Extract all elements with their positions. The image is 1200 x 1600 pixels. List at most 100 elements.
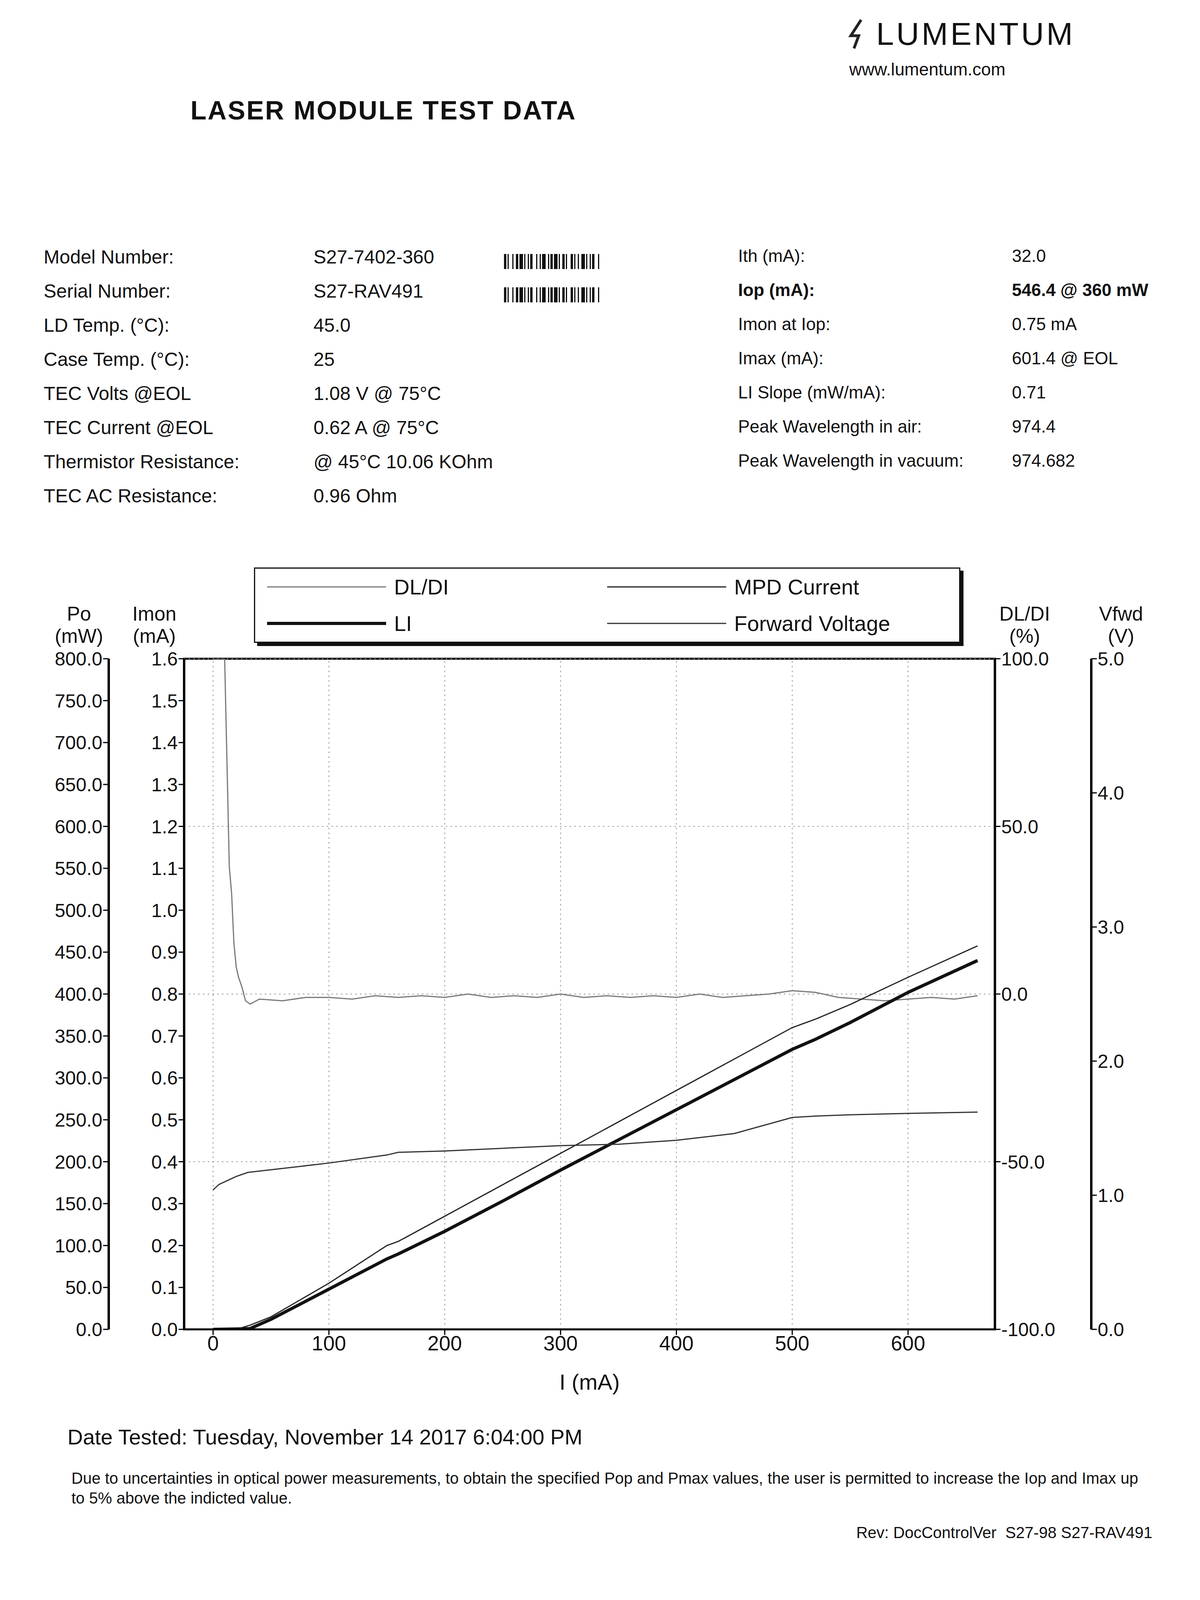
html-text:Ith (mA):: Ith (mA): [738,246,806,266]
html-text:Thermistor Resistance:: Thermistor Resistance: [43,451,240,473]
svg-text:2.0: 2.0 [1097,1050,1125,1072]
html-text:MPD Current: MPD Current [734,575,860,599]
svg-text:0.9: 0.9 [151,941,178,963]
svg-text:4.0: 4.0 [1097,782,1125,804]
html-text:DL/DI: DL/DI [394,575,449,599]
svg-text:350.0: 350.0 [54,1025,103,1047]
svg-text:0: 0 [207,1331,220,1355]
svg-text:1.2: 1.2 [151,816,178,838]
svg-text:1.5: 1.5 [151,690,178,712]
html-text:Serial Number:: Serial Number: [43,280,171,302]
svg-text:0.0: 0.0 [1097,1319,1125,1341]
html-text:Rev: DocControlVer S27-98 S27-: Rev: DocControlVer S27-98 S27-RAV491 [856,1523,1153,1542]
svg-text:50.0: 50.0 [1001,816,1039,838]
svg-text:550.0: 550.0 [54,857,103,879]
svg-text:250.0: 250.0 [54,1109,103,1131]
html-text:Peak Wavelength in air:: Peak Wavelength in air: [738,416,922,437]
html-text:Imax (mA):: Imax (mA): [738,348,824,368]
svg-text:0.6: 0.6 [151,1067,178,1089]
html-text:1.08 V @ 75°C: 1.08 V @ 75°C [313,382,442,404]
svg-text:0.3: 0.3 [151,1193,178,1215]
svg-text:1.3: 1.3 [151,774,178,796]
svg-text:100.0: 100.0 [1001,648,1049,670]
svg-text:50.0: 50.0 [65,1276,103,1299]
svg-text:100.0: 100.0 [54,1235,103,1257]
html-text:Case Temp. (°C):: Case Temp. (°C): [43,348,190,370]
svg-text:0.4: 0.4 [151,1151,178,1173]
html-text:Iop (mA):: Iop (mA): [738,280,815,300]
svg-text:800.0: 800.0 [54,648,103,670]
html-text:Forward Voltage: Forward Voltage [734,611,891,636]
svg-text:1.0: 1.0 [151,900,178,922]
svg-text:I (mA): I (mA) [559,1369,620,1395]
html-text:LI Slope (mW/mA):: LI Slope (mW/mA): [738,382,886,402]
svg-text:300: 300 [543,1331,578,1355]
html-text:0.96 Ohm: 0.96 Ohm [313,485,398,507]
html-text:Imon at Iop:: Imon at Iop: [738,314,831,334]
svg-text:1.6: 1.6 [151,648,178,670]
html-text:LASER MODULE TEST DATA: LASER MODULE TEST DATA [190,95,577,125]
html-text:S27-7402-360: S27-7402-360 [313,246,435,268]
svg-text:Imon: Imon [132,602,177,625]
svg-text:0.5: 0.5 [151,1109,178,1131]
svg-text:200.0: 200.0 [54,1151,103,1173]
svg-text:0.2: 0.2 [151,1235,178,1257]
svg-text:150.0: 150.0 [54,1193,103,1215]
html-text:974.682: 974.682 [1011,450,1076,471]
html-text:@ 45°C 10.06 KOhm: @ 45°C 10.06 KOhm [313,451,493,473]
html-text:0.62 A @ 75°C: 0.62 A @ 75°C [313,417,439,439]
html-text:Date Tested: Tuesday, November: Date Tested: Tuesday, November 14 2017 6… [67,1425,583,1449]
svg-text:(%): (%) [1009,625,1041,648]
svg-text:0.8: 0.8 [151,983,178,1005]
html-text:TEC AC Resistance:: TEC AC Resistance: [43,485,218,507]
html-text:Due to uncertainties in optica: Due to uncertainties in optical power me… [71,1469,1139,1507]
svg-text:0.0: 0.0 [1001,983,1028,1005]
svg-text:1.0: 1.0 [1097,1184,1125,1206]
svg-text:450.0: 450.0 [54,941,103,963]
svg-text:(mW): (mW) [54,625,104,648]
html-text:TEC Volts @EOL: TEC Volts @EOL [43,382,192,404]
svg-text:300.0: 300.0 [54,1067,103,1089]
svg-text:-100.0: -100.0 [1001,1319,1056,1341]
svg-text:DL/DI: DL/DI [999,602,1050,625]
svg-text:650.0: 650.0 [54,774,103,796]
svg-text:Po: Po [66,602,91,625]
html-text:S27-RAV491: S27-RAV491 [313,280,424,302]
svg-text:500.0: 500.0 [54,900,103,922]
svg-text:(V): (V) [1107,625,1135,648]
svg-text:400: 400 [659,1331,694,1355]
svg-text:0.0: 0.0 [75,1319,103,1341]
svg-text:700.0: 700.0 [54,732,103,754]
svg-text:0.7: 0.7 [151,1025,178,1047]
svg-text:500: 500 [775,1331,810,1355]
html-text:0.71: 0.71 [1011,382,1046,402]
svg-text:750.0: 750.0 [54,690,103,712]
svg-text:600: 600 [890,1331,926,1355]
html-text:0.75 mA: 0.75 mA [1011,314,1077,334]
svg-text:0.0: 0.0 [151,1319,178,1341]
svg-text:3.0: 3.0 [1097,916,1125,938]
html-text:25: 25 [313,348,335,370]
html-text:974.4: 974.4 [1011,416,1056,437]
svg-text:400.0: 400.0 [54,983,103,1005]
html-text:www.lumentum.com: www.lumentum.com [849,59,1006,79]
html-text:32.0: 32.0 [1011,246,1046,266]
svg-text:200: 200 [427,1331,462,1355]
html-text:Model Number:: Model Number: [43,246,174,268]
svg-text:-50.0: -50.0 [1001,1151,1045,1173]
html-text:LD Temp. (°C):: LD Temp. (°C): [43,314,170,336]
svg-text:100: 100 [311,1331,347,1355]
html-text:Peak Wavelength in vacuum:: Peak Wavelength in vacuum: [738,450,964,471]
html-text:45.0: 45.0 [313,314,351,336]
html-text:546.4 @ 360 mW: 546.4 @ 360 mW [1011,280,1149,300]
svg-text:1.4: 1.4 [151,732,178,754]
svg-text:5.0: 5.0 [1097,648,1125,670]
svg-text:600.0: 600.0 [54,816,103,838]
html-text:601.4 @ EOL: 601.4 @ EOL [1011,348,1118,368]
svg-text:1.1: 1.1 [151,857,178,879]
html-text:LUMENTUM: LUMENTUM [876,16,1076,52]
svg-text:(mA): (mA) [132,625,176,648]
svg-text:Vfwd: Vfwd [1098,602,1143,625]
html-text:TEC Current @EOL: TEC Current @EOL [43,417,214,439]
svg-text:0.1: 0.1 [151,1276,178,1299]
